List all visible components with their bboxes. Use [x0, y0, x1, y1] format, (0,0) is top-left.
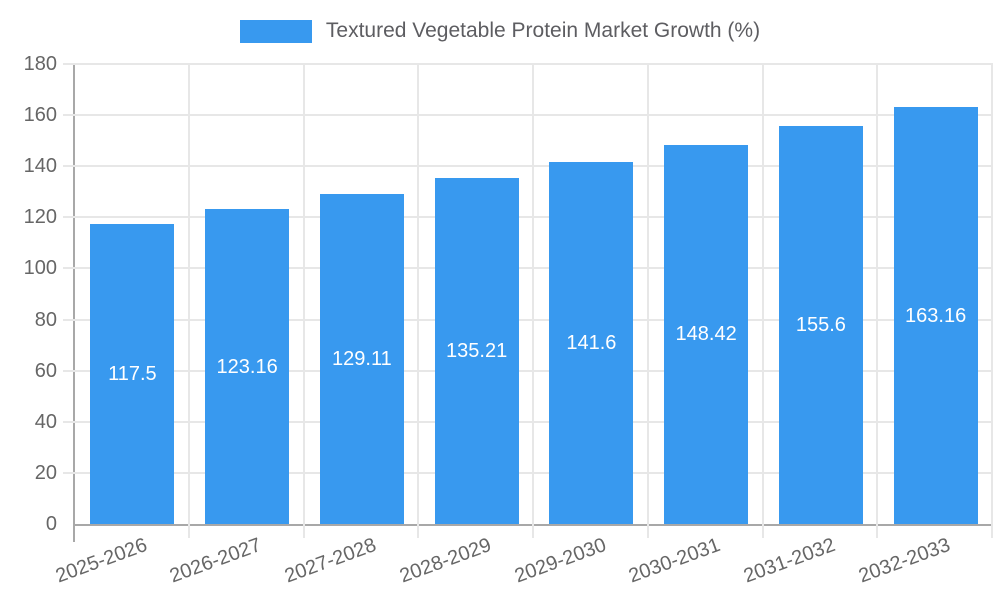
legend-swatch: [239, 19, 312, 43]
y-axis-label: 140: [23, 155, 57, 178]
legend[interactable]: Textured Vegetable Protein Market Growth…: [0, 19, 1000, 43]
y-axis-label: 100: [23, 257, 57, 280]
bar-2027-2028[interactable]: 129.11: [319, 194, 404, 524]
y-axis-label: 160: [23, 104, 57, 127]
x-axis-label: 2030-2031: [626, 534, 724, 588]
bar-value-label: 117.5: [108, 362, 157, 385]
gridline-horizontal: [63, 216, 993, 219]
gridline-horizontal: [63, 471, 993, 474]
x-axis-label: 2026-2027: [167, 534, 265, 588]
bar-value-label: 123.16: [216, 355, 278, 378]
bar-2025-2026[interactable]: 117.5: [90, 223, 175, 524]
bar-2031-2032[interactable]: 155.6: [778, 126, 863, 524]
gridline-vertical: [876, 64, 879, 538]
gridline-vertical: [991, 64, 993, 538]
x-axis-label: 2028-2029: [396, 534, 495, 588]
gridline-vertical: [532, 64, 534, 538]
x-axis-label: 2031-2032: [740, 534, 839, 588]
bar-value-label: 155.6: [795, 314, 846, 337]
bar-2030-2031[interactable]: 148.42: [664, 144, 749, 524]
x-axis-label: 2025-2026: [52, 534, 150, 588]
y-axis-label: 0: [45, 513, 57, 535]
gridline-vertical: [302, 64, 305, 538]
gridline-horizontal: [63, 63, 993, 65]
x-axis-label: 2027-2028: [281, 534, 380, 588]
y-axis-label: 180: [23, 53, 57, 75]
legend-label: Textured Vegetable Protein Market Growth…: [325, 19, 761, 42]
bar-2029-2030[interactable]: 141.6: [549, 162, 634, 524]
y-axis-label: 120: [23, 206, 57, 229]
bar-2032-2033[interactable]: 163.16: [893, 107, 978, 524]
gridline-horizontal: [63, 318, 993, 321]
x-axis-tick: [73, 524, 75, 542]
y-axis-label: 80: [34, 308, 57, 331]
gridline-horizontal: [63, 267, 993, 270]
bar-2026-2027[interactable]: 123.16: [205, 209, 290, 524]
gridline-vertical: [646, 64, 649, 538]
x-axis-label: 2029-2030: [511, 534, 609, 588]
y-axis-label: 60: [34, 359, 57, 382]
gridline-vertical: [761, 64, 764, 538]
gridline-vertical: [417, 64, 420, 538]
bar-value-label: 129.11: [332, 348, 392, 371]
bar-value-label: 163.16: [905, 304, 967, 327]
gridline-horizontal: [63, 369, 993, 372]
x-axis-label: 2032-2033: [855, 534, 954, 588]
bar-2028-2029[interactable]: 135.21: [434, 178, 519, 524]
gridline-horizontal: [63, 114, 993, 117]
y-axis-label: 40: [34, 410, 57, 433]
bar-value-label: 148.42: [675, 323, 737, 346]
bar-value-label: 135.21: [446, 340, 508, 363]
bar-value-label: 141.6: [566, 332, 617, 355]
gridline-vertical: [187, 64, 190, 538]
plot-area: 117.5 123.16 129.11 135.21 141.6 148.42 155.6 1…: [63, 63, 993, 542]
gridline-horizontal: [63, 165, 993, 168]
y-axis-label: 20: [34, 461, 57, 484]
gridline-horizontal: [63, 420, 993, 423]
